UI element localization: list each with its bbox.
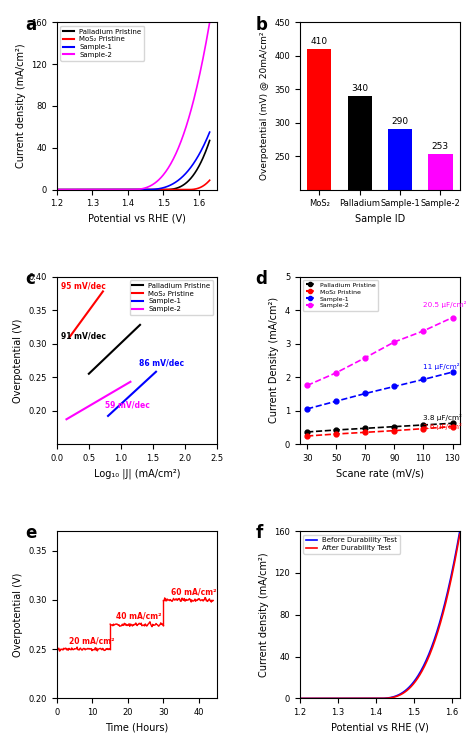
Text: 410: 410 (311, 36, 328, 46)
X-axis label: Potential vs RHE (V): Potential vs RHE (V) (331, 723, 429, 733)
Text: d: d (255, 270, 267, 288)
Legend: Before Durability Test, After Durability Test: Before Durability Test, After Durability… (303, 534, 400, 554)
Bar (428, 154, 453, 323)
Before Durability Test (457, 527, 463, 536)
X-axis label: Log₁₀ |J| (mA/cm²): Log₁₀ |J| (mA/cm²) (93, 468, 180, 478)
Line: Before Durability Test: Before Durability Test (300, 531, 460, 698)
Y-axis label: Overpotential (V): Overpotential (V) (13, 318, 23, 403)
Y-axis label: Current Density (mA/cm²): Current Density (mA/cm²) (269, 297, 279, 424)
X-axis label: Time (Hours): Time (Hours) (105, 723, 168, 733)
X-axis label: Potential vs RHE (V): Potential vs RHE (V) (88, 214, 186, 224)
After Durability Test (432, 637, 438, 646)
Text: 60 mA/cm²: 60 mA/cm² (171, 587, 216, 596)
After Durability Test (297, 694, 303, 703)
Legend: Palladium Pristine, MoS₂ Pristine, Sample-1, Sample-2: Palladium Pristine, MoS₂ Pristine, Sampl… (129, 280, 213, 315)
After Durability Test (395, 692, 401, 701)
Text: b: b (255, 16, 267, 33)
Bar (388, 129, 412, 323)
X-axis label: Scane rate (mV/s): Scane rate (mV/s) (336, 468, 424, 478)
Text: 20.5 μF/cm²: 20.5 μF/cm² (423, 301, 467, 308)
Text: 340: 340 (351, 83, 368, 93)
Before Durability Test (298, 694, 303, 703)
Y-axis label: Current density (mA/cm²): Current density (mA/cm²) (259, 553, 269, 677)
Text: 59 mV/dec: 59 mV/dec (105, 400, 150, 409)
Bar (347, 96, 372, 323)
Text: 253: 253 (432, 142, 449, 151)
Text: f: f (255, 525, 263, 542)
Y-axis label: Overpotential (mV) @ 20mA/cm²: Overpotential (mV) @ 20mA/cm² (260, 32, 269, 181)
Legend: Palladium Pristine, MoS₂ Pristine, Sample-1, Sample-2: Palladium Pristine, MoS₂ Pristine, Sampl… (60, 26, 144, 60)
Y-axis label: Current density (mA/cm²): Current density (mA/cm²) (16, 44, 26, 168)
Text: c: c (25, 270, 35, 288)
After Durability Test (392, 692, 398, 701)
Y-axis label: Overpotential (V): Overpotential (V) (13, 573, 23, 657)
Text: 86 mV/dec: 86 mV/dec (139, 358, 184, 367)
Text: 290: 290 (392, 117, 409, 126)
Before Durability Test (432, 634, 438, 643)
Before Durability Test (392, 692, 398, 701)
Text: e: e (25, 525, 36, 542)
After Durability Test (442, 602, 447, 611)
Before Durability Test (392, 692, 397, 701)
Text: 40 mA/cm²: 40 mA/cm² (116, 611, 161, 620)
Text: 3.6 μF/cm²: 3.6 μF/cm² (423, 423, 462, 430)
Text: 91 mV/dec: 91 mV/dec (61, 331, 106, 340)
Before Durability Test (442, 599, 447, 608)
Before Durability Test (395, 691, 401, 700)
After Durability Test (298, 694, 303, 703)
After Durability Test (392, 692, 397, 701)
Line: After Durability Test: After Durability Test (300, 534, 460, 698)
Text: 20 mA/cm²: 20 mA/cm² (69, 636, 115, 645)
After Durability Test (457, 530, 463, 539)
Text: 95 mV/dec: 95 mV/dec (61, 282, 106, 291)
Text: 11 μF/cm²: 11 μF/cm² (423, 363, 460, 370)
Before Durability Test (297, 694, 303, 703)
Text: a: a (25, 16, 36, 33)
Bar (307, 49, 331, 323)
Text: 3.8 μF/cm²: 3.8 μF/cm² (423, 414, 462, 421)
Legend: Palladium Pristine, MoS₂ Pristine, Sample-1, Sample-2: Palladium Pristine, MoS₂ Pristine, Sampl… (303, 280, 378, 311)
X-axis label: Sample ID: Sample ID (355, 214, 405, 224)
